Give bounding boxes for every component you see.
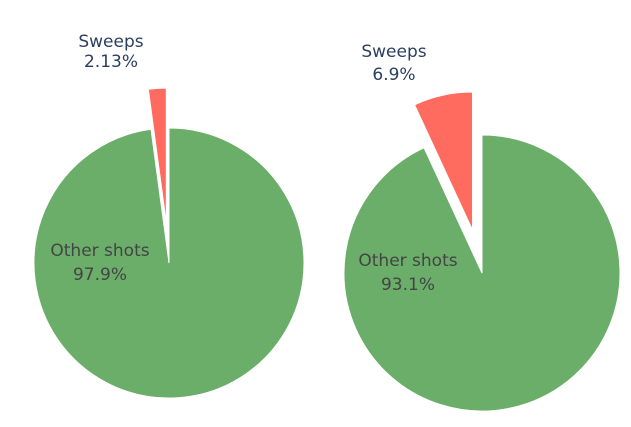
label-other-shots-percent: 93.1% (381, 275, 435, 295)
slice-sweeps (413, 91, 474, 231)
label-other-shots-percent: 97.9% (73, 265, 127, 285)
label-other-shots-name: Other shots (50, 241, 149, 261)
label-sweeps-percent: 6.9% (372, 65, 415, 85)
label-sweeps-name: Sweeps (78, 32, 143, 52)
pie-chart-2: Sweeps 6.9% Other shots 93.1% (343, 42, 621, 412)
label-sweeps-name: Sweeps (361, 42, 426, 62)
slice-other-shots (343, 134, 621, 412)
slice-sweeps (147, 87, 167, 224)
label-other-shots-name: Other shots (358, 251, 457, 271)
slice-other-shots (33, 127, 305, 399)
label-sweeps-percent: 2.13% (84, 52, 138, 72)
